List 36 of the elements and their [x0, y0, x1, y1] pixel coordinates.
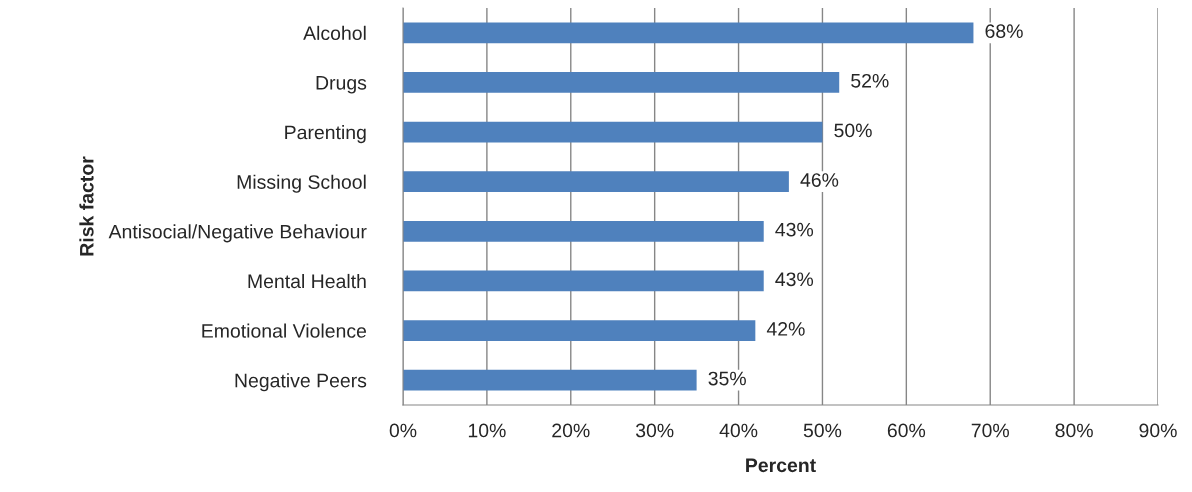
y-tick-label: Missing School	[237, 174, 366, 193]
data-label: 52%	[851, 73, 889, 88]
data-label: 50%	[834, 123, 872, 138]
x-tick-label: 60%	[887, 423, 926, 438]
bar	[403, 22, 974, 44]
bar	[403, 220, 764, 242]
bar	[403, 369, 697, 391]
y-tick-label: Antisocial/Negative Behaviour	[108, 224, 367, 243]
bar	[403, 320, 756, 341]
y-tick-label: Mental Health	[248, 273, 366, 289]
data-label: 35%	[708, 371, 746, 386]
x-tick-label: 0%	[389, 423, 417, 438]
y-tick-label: Alcohol	[303, 25, 366, 41]
bar	[403, 121, 823, 143]
data-label: 46%	[800, 173, 839, 187]
y-tick-label: Drugs	[316, 76, 367, 94]
y-axis-title: Risk factor	[79, 156, 94, 256]
bar	[403, 72, 840, 93]
x-tick-label: 20%	[552, 423, 590, 438]
x-tick-label: 70%	[971, 423, 1009, 438]
data-label: 43%	[775, 272, 814, 287]
data-label: 43%	[775, 222, 814, 237]
data-label: 68%	[985, 24, 1023, 39]
x-axis-title: Percent	[746, 458, 816, 473]
x-tick-label: 90%	[1139, 423, 1177, 438]
y-tick-label: Negative Peers	[235, 373, 367, 392]
x-tick-label: 50%	[803, 423, 842, 438]
bar	[403, 270, 764, 292]
bar	[403, 171, 789, 193]
x-tick-label: 40%	[719, 423, 758, 438]
x-tick-label: 80%	[1055, 423, 1093, 438]
x-tick-label: 10%	[468, 423, 506, 438]
x-tick-label: 30%	[635, 423, 674, 438]
data-label: 42%	[766, 322, 805, 336]
y-tick-label: Emotional Violence	[202, 323, 367, 338]
y-tick-label: Parenting	[285, 125, 366, 144]
